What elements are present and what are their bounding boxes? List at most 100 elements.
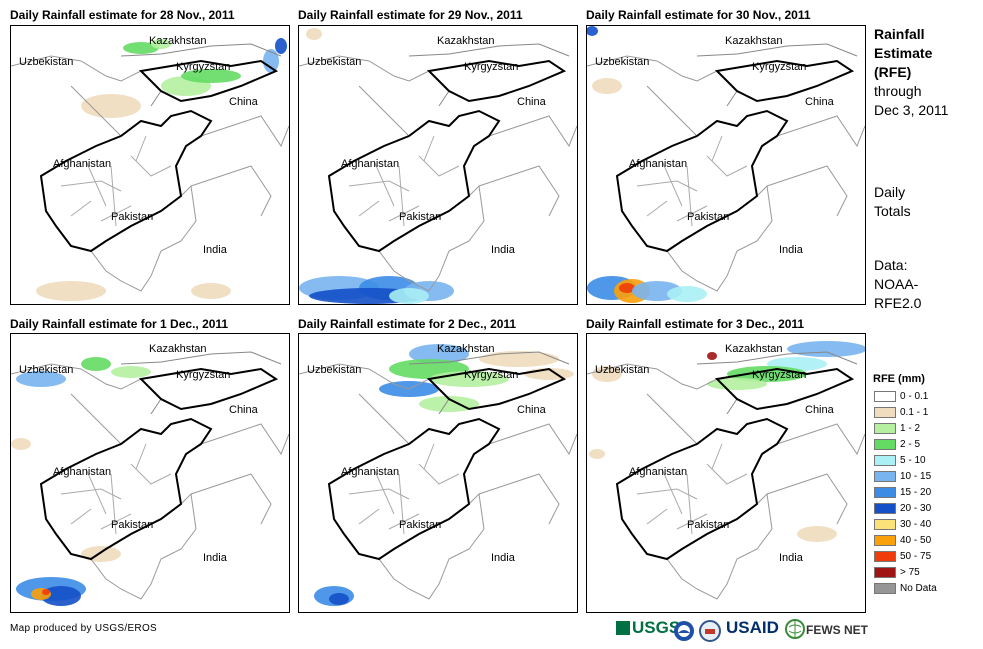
legend-item: 50 - 75: [874, 551, 931, 563]
pakistan-border: [90, 184, 197, 292]
map-label-kyrgyzstan: Kyrgyzstan: [176, 369, 231, 381]
usaid-logo: USAID: [726, 618, 779, 637]
kyrgyzstan-border: [426, 367, 567, 411]
panel-title: Daily Rainfall estimate for 2 Dec., 2011: [298, 317, 517, 331]
rfe-title: Rainfall Estimate (RFE) through Dec 3, 2…: [874, 26, 949, 118]
legend-label: 20 - 30: [900, 503, 932, 515]
kazakhstan-border: [696, 351, 858, 415]
uzbekistan-border: [299, 363, 430, 445]
map-label-kazakhstan: Kazakhstan: [437, 35, 495, 47]
afghanistan-border: [327, 417, 501, 561]
china-border: [766, 115, 865, 217]
map-label-afghanistan: Afghanistan: [341, 466, 400, 478]
map-label-afghanistan: Afghanistan: [341, 158, 400, 170]
legend-swatch: [874, 407, 896, 418]
noaa-logo-icon: [673, 620, 695, 647]
legend-swatch: [874, 535, 896, 546]
legend-label: 40 - 50: [900, 535, 932, 547]
pakistan-border: [378, 184, 485, 292]
dhs-seal-icon: [699, 620, 721, 647]
daily-totals-label: Daily Totals: [874, 184, 911, 219]
map-canvas: [11, 38, 289, 301]
rainfall-area: [619, 283, 635, 293]
uzbekistan-border: [11, 55, 142, 137]
map-label-uzbekistan: Uzbekistan: [307, 56, 362, 68]
rainfall-area: [275, 38, 287, 54]
legend-item: 2 - 5: [874, 439, 920, 451]
afghanistan-border: [615, 109, 789, 253]
pakistan-border: [378, 492, 485, 600]
map-label-uzbekistan: Uzbekistan: [595, 364, 650, 376]
map-label-india: India: [203, 244, 227, 256]
kazakhstan-border: [408, 351, 570, 415]
rainfall-area: [707, 378, 767, 390]
legend-label: 1 - 2: [900, 423, 921, 435]
china-border: [190, 115, 289, 217]
panel-title: Daily Rainfall estimate for 3 Dec., 2011: [586, 317, 805, 331]
legend-swatch: [874, 439, 896, 450]
map-label-pakistan: Pakistan: [687, 211, 730, 223]
map-label-uzbekistan: Uzbekistan: [307, 364, 362, 376]
map-canvas: [587, 26, 865, 303]
rainfall-area: [16, 371, 66, 387]
rainfall-area: [589, 449, 605, 459]
map-label-uzbekistan: Uzbekistan: [19, 364, 74, 376]
legend-swatch: [874, 503, 896, 514]
fewsnet-logo: FEWS NET: [806, 623, 868, 637]
map-label-china: China: [517, 96, 546, 108]
map-canvas: [299, 28, 577, 304]
rainfall-area: [787, 341, 865, 357]
map-label-china: China: [805, 404, 834, 416]
pakistan-border: [666, 184, 773, 292]
rainfall-area: [389, 288, 429, 304]
rainfall-area: [42, 589, 50, 595]
rainfall-area: [81, 357, 111, 371]
legend-swatch: [874, 583, 896, 594]
map-label-uzbekistan: Uzbekistan: [19, 56, 74, 68]
map-label-kazakhstan: Kazakhstan: [149, 343, 207, 355]
rainfall-map-panel: Kazakhstan Uzbekistan Kyrgyzstan China Afgha…: [586, 25, 866, 305]
admin-boundaries: [348, 443, 460, 535]
map-label-india: India: [203, 552, 227, 564]
data-source-label: Data: NOAA- RFE2.0: [874, 257, 922, 311]
kyrgyzstan-border: [714, 367, 855, 411]
rainfall-map-panel: Kazakhstan Uzbekistan Kyrgyzstan China Afgha…: [10, 25, 290, 305]
rainfall-area: [479, 351, 559, 367]
legend-item: 40 - 50: [874, 535, 931, 547]
legend-item: 20 - 30: [874, 503, 931, 515]
legend-swatch: [874, 551, 896, 562]
rainfall-map-panel: Kazakhstan Uzbekistan Kyrgyzstan China Afgha…: [586, 333, 866, 613]
map-label-kyrgyzstan: Kyrgyzstan: [464, 61, 519, 73]
rainfall-map-panel: Kazakhstan Uzbekistan Kyrgyzstan China Afgha…: [298, 333, 578, 613]
legend-item: 0.1 - 1: [874, 407, 928, 419]
through-date: Dec 3, 2011: [874, 102, 949, 118]
kazakhstan-border: [408, 43, 570, 107]
map-label-china: China: [229, 404, 258, 416]
map-label-kyrgyzstan: Kyrgyzstan: [752, 61, 807, 73]
rainfall-area: [263, 49, 279, 73]
rainfall-area: [667, 286, 707, 302]
legend-item: No Data: [874, 583, 937, 595]
rainfall-area: [36, 281, 106, 301]
legend-swatch: [874, 487, 896, 498]
kazakhstan-border: [120, 43, 282, 107]
fewsnet-globe-icon: [785, 619, 805, 644]
map-label-kazakhstan: Kazakhstan: [725, 35, 783, 47]
map-canvas: [587, 341, 865, 600]
panel-title: Daily Rainfall estimate for 1 Dec., 2011: [10, 317, 229, 331]
rainfall-map-panel: Kazakhstan Uzbekistan Kyrgyzstan China Afgha…: [298, 25, 578, 305]
rainfall-area: [409, 344, 469, 364]
legend-swatch: [874, 567, 896, 578]
rainfall-area: [181, 69, 241, 83]
legend-label: 0 - 0.1: [900, 391, 929, 403]
map-label-kazakhstan: Kazakhstan: [437, 343, 495, 355]
afghanistan-border: [39, 417, 213, 561]
afghanistan-border: [327, 109, 501, 253]
rainfall-area: [592, 366, 622, 382]
china-border: [478, 115, 577, 217]
map-label-afghanistan: Afghanistan: [629, 466, 688, 478]
legend-item: 15 - 20: [874, 487, 931, 499]
map-canvas: [11, 351, 289, 606]
panel-title: Daily Rainfall estimate for 29 Nov., 201…: [298, 8, 523, 22]
map-label-afghanistan: Afghanistan: [629, 158, 688, 170]
